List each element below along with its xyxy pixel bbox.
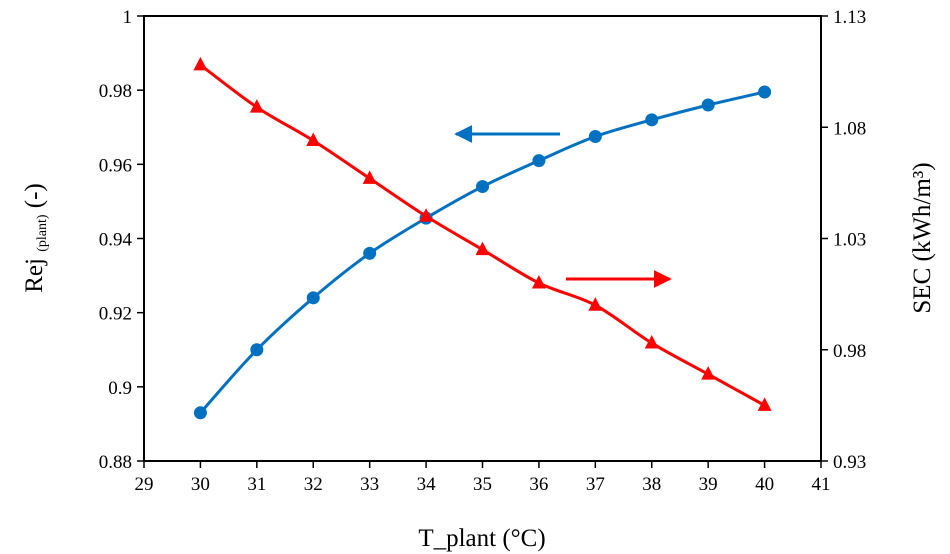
data-point-circle (588, 130, 602, 144)
left-y-tick-label: 0.88 (99, 452, 132, 473)
data-point-circle (645, 113, 659, 127)
data-point-triangle (475, 241, 490, 256)
data-point-circle (476, 180, 489, 194)
left-y-tick-label: 0.96 (99, 155, 132, 176)
x-tick-label: 41 (812, 474, 831, 495)
left-y-tick-label: 0.9 (108, 378, 132, 399)
x-tick-label: 32 (304, 474, 323, 495)
data-point-circle (193, 406, 207, 420)
data-point-triangle (588, 297, 603, 311)
left-y-axis-title: Rej (plant) (-) (21, 183, 50, 293)
data-point-triangle (362, 170, 377, 184)
right-y-axis-ticks: 0.93 0.98 1.03 1.08 1.13 (821, 7, 866, 473)
series-layer (193, 56, 772, 420)
x-tick-label: 31 (247, 474, 266, 495)
x-axis-title: T_plant (°C) (418, 525, 545, 552)
data-point-triangle (306, 132, 321, 147)
data-point-circle (758, 85, 772, 99)
data-point-circle (306, 291, 320, 305)
x-tick-label: 38 (642, 474, 661, 495)
right-y-axis-title: SEC (kWh/m³) (909, 162, 936, 313)
x-tick-label: 29 (135, 474, 154, 495)
data-point-triangle (419, 208, 434, 222)
data-point-triangle (644, 335, 659, 349)
x-tick-label: 40 (755, 474, 774, 495)
left-y-axis-title-main: Rej (21, 252, 48, 293)
data-point-circle (532, 154, 546, 168)
data-point-triangle (531, 274, 546, 289)
left-y-tick-label: 0.92 (99, 304, 132, 325)
data-point-circle (701, 98, 715, 112)
x-tick-label: 36 (529, 474, 548, 495)
data-point-triangle (249, 99, 264, 113)
left-y-tick-label: 0.98 (99, 81, 132, 102)
x-tick-label: 35 (473, 474, 492, 495)
plot-frame (143, 15, 822, 462)
series-rejection (193, 85, 772, 420)
x-axis-ticks: 29 30 31 32 33 34 35 36 37 38 39 40 41 (135, 461, 831, 495)
left-y-tick-label: 1 (123, 7, 133, 28)
x-tick-label: 39 (699, 474, 718, 495)
x-tick-label: 33 (360, 474, 379, 495)
right-y-tick-label: 1.08 (833, 118, 866, 139)
left-y-axis-title-sub: (plant) (35, 214, 50, 252)
x-tick-label: 34 (417, 474, 437, 495)
x-tick-label: 30 (191, 474, 210, 495)
plot-area-border (143, 15, 822, 462)
x-tick-label: 37 (586, 474, 605, 495)
left-y-tick-label: 0.94 (99, 230, 133, 251)
right-y-tick-label: 0.93 (833, 452, 866, 473)
data-point-circle (250, 343, 264, 357)
left-y-axis-title-suffix: (-) (21, 183, 48, 214)
series-line (199, 63, 766, 407)
right-y-tick-label: 1.13 (833, 7, 866, 28)
right-y-tick-label: 1.03 (833, 230, 866, 251)
annotation-arrows (454, 125, 672, 288)
left-y-axis-ticks: 0.88 0.9 0.92 0.94 0.96 0.98 1 (99, 7, 144, 473)
data-point-triangle (757, 397, 772, 411)
series-sec (193, 56, 772, 411)
data-point-circle (363, 246, 377, 260)
series-line (199, 90, 765, 414)
data-point-triangle (701, 366, 716, 380)
data-point-triangle (193, 56, 208, 71)
right-y-tick-label: 0.98 (833, 341, 866, 362)
